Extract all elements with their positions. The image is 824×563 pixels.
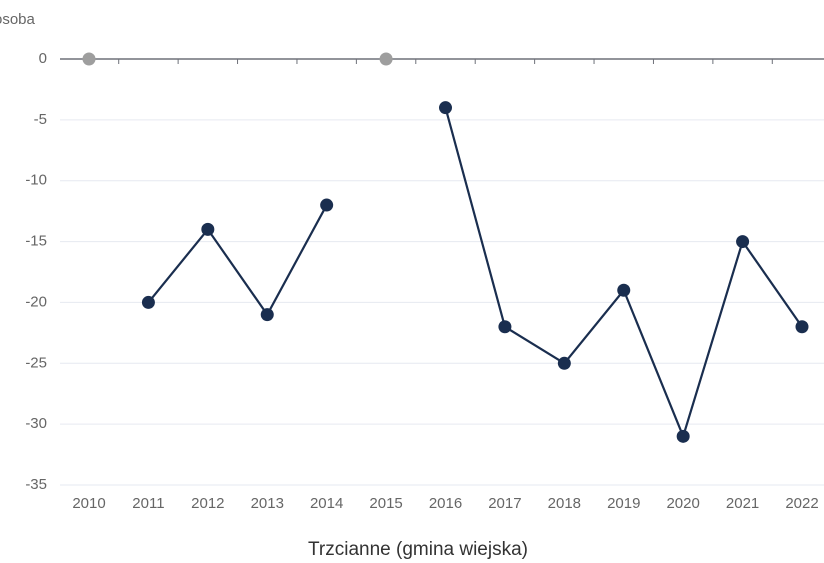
point xyxy=(439,101,452,115)
y-tick-label: -20 xyxy=(25,293,47,310)
x-tick-label: 2020 xyxy=(666,495,699,512)
x-tick-label: 2011 xyxy=(132,495,164,512)
point xyxy=(617,283,631,297)
point xyxy=(676,429,690,443)
missing-marker xyxy=(379,52,393,66)
x-tick-label: 2018 xyxy=(548,495,581,512)
point xyxy=(557,356,571,370)
line xyxy=(147,107,803,440)
x-tick-label: 2014 xyxy=(310,495,343,512)
x-tick-label: 2019 xyxy=(607,495,640,512)
point xyxy=(498,320,512,334)
point xyxy=(141,295,155,309)
x-tick-label: 2017 xyxy=(488,495,521,512)
missing-marker xyxy=(82,52,96,66)
x-tick-label: 2016 xyxy=(429,495,462,512)
y-tick-label: 0 xyxy=(39,50,47,67)
y-tick-label: -25 xyxy=(25,354,47,371)
y-axis-label: osoba xyxy=(0,11,36,28)
x-tick-label: 2022 xyxy=(785,495,818,512)
y-tick-label: -5 xyxy=(34,111,47,128)
point xyxy=(736,235,750,249)
point xyxy=(201,222,215,236)
chart-title: Trzcianne (gmina wiejska) xyxy=(308,539,528,560)
x-tick-label: 2010 xyxy=(72,495,105,512)
point xyxy=(320,198,334,212)
y-tick-label: -15 xyxy=(25,233,47,250)
y-tick-label: -35 xyxy=(25,476,47,493)
x-tick-label: 2012 xyxy=(191,495,224,512)
y-tick-label: -10 xyxy=(25,172,47,189)
x-tick-label: 2015 xyxy=(369,495,402,512)
x-tick-label: 2021 xyxy=(726,495,759,512)
point xyxy=(795,320,809,334)
point xyxy=(260,308,274,322)
x-tick-label: 2013 xyxy=(251,495,284,512)
y-tick-label: -30 xyxy=(25,415,47,432)
